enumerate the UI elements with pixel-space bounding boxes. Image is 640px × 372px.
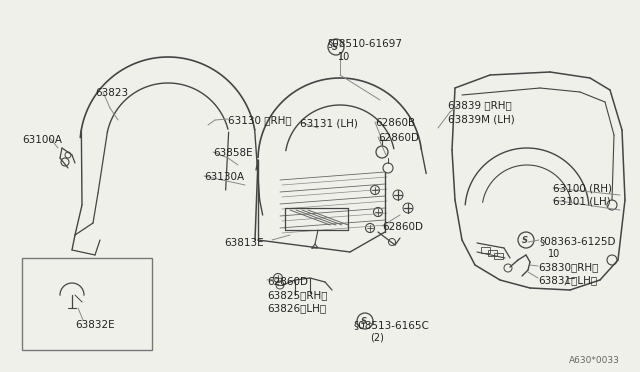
Text: 62860B: 62860B xyxy=(375,118,415,128)
Text: S: S xyxy=(522,235,528,244)
Text: 63858E: 63858E xyxy=(213,148,253,158)
Text: 63813E: 63813E xyxy=(224,238,264,248)
Text: 63101 (LH): 63101 (LH) xyxy=(553,196,611,206)
Text: 63832E: 63832E xyxy=(75,320,115,330)
Text: §08513-6165C: §08513-6165C xyxy=(353,320,429,330)
Text: 63131 (LH): 63131 (LH) xyxy=(300,118,358,128)
Text: 63100A: 63100A xyxy=(22,135,62,145)
Text: 63825〈RH〉: 63825〈RH〉 xyxy=(267,290,328,300)
Text: (2): (2) xyxy=(370,333,384,343)
Text: 62860D: 62860D xyxy=(382,222,423,232)
Text: 63839 〈RH〉: 63839 〈RH〉 xyxy=(448,100,512,110)
Text: 62860D: 62860D xyxy=(378,133,419,143)
Text: 10: 10 xyxy=(548,249,560,259)
Bar xyxy=(494,253,503,259)
Text: 63823: 63823 xyxy=(95,88,128,98)
Text: A630*0033: A630*0033 xyxy=(569,356,620,365)
Text: 10: 10 xyxy=(338,52,350,62)
Text: 62860D: 62860D xyxy=(267,277,308,287)
Text: S: S xyxy=(332,42,338,51)
Text: §08363-6125D: §08363-6125D xyxy=(539,236,616,246)
Text: §08510-61697: §08510-61697 xyxy=(328,38,403,48)
Bar xyxy=(22,258,152,350)
Text: 63100 (RH): 63100 (RH) xyxy=(553,183,612,193)
Text: 63831〈LH〉: 63831〈LH〉 xyxy=(538,275,597,285)
Text: S: S xyxy=(361,317,367,326)
Bar xyxy=(481,247,490,253)
Bar xyxy=(488,250,497,256)
Text: 63130A: 63130A xyxy=(204,172,244,182)
Text: 63830〈RH〉: 63830〈RH〉 xyxy=(538,262,598,272)
Text: 63130 〈RH〉: 63130 〈RH〉 xyxy=(228,115,292,125)
Text: 63839M (LH): 63839M (LH) xyxy=(448,114,515,124)
Text: 63826〈LH〉: 63826〈LH〉 xyxy=(267,303,326,313)
